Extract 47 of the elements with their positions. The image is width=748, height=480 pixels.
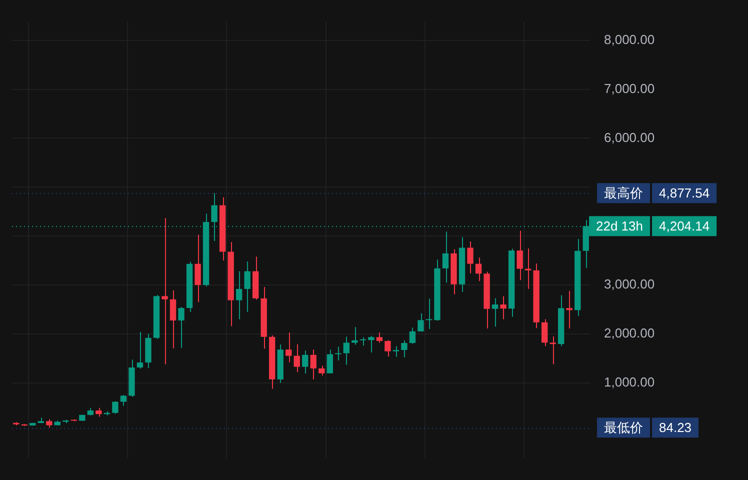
candlestick (409, 327, 416, 344)
candlestick (500, 296, 506, 320)
y-tick-label: 6,000.00 (604, 130, 655, 145)
candlestick (442, 231, 449, 284)
candlestick (418, 312, 424, 332)
text: 4,877.54 (659, 186, 710, 201)
candlestick (541, 318, 548, 347)
y-tick-label: 3,000.00 (604, 276, 655, 292)
candlestick (302, 350, 308, 374)
candlestick (112, 400, 118, 414)
candlestick (120, 394, 127, 406)
y-tick-label: 1,000.00 (604, 374, 655, 390)
candlestick (516, 230, 523, 281)
candlestick (170, 290, 176, 349)
candlestick (244, 261, 250, 312)
candlestick (401, 340, 408, 358)
candlestick (368, 335, 374, 354)
candlestick (467, 240, 474, 274)
candlestick (426, 298, 432, 330)
candlestick (178, 306, 184, 348)
candlestick (236, 270, 242, 320)
candlestick (343, 336, 350, 366)
candlestick (475, 257, 482, 282)
candlestick (524, 248, 532, 290)
candlestick (136, 331, 144, 370)
y-tick-label: 2,000.00 (604, 326, 655, 341)
candlestick (384, 340, 391, 357)
y-tick-label: 7,000.00 (604, 80, 655, 96)
candlestick (492, 298, 498, 328)
y-tick-label: 8,000.00 (604, 32, 655, 47)
candlestick (286, 332, 292, 363)
candlestick (162, 217, 168, 365)
candlestick (376, 332, 383, 344)
ref-line-label: 最低价 (604, 420, 643, 436)
candlestick (310, 349, 316, 380)
candlestick (392, 346, 400, 358)
candlestick (326, 349, 333, 374)
text: 84.23 (659, 420, 692, 436)
candlestick (550, 336, 556, 365)
candlestick (335, 346, 342, 361)
candlestick (566, 290, 572, 330)
candlestick (318, 365, 325, 376)
text: 4,204.14 (659, 218, 710, 234)
ref-line-label: 最高价 (604, 186, 643, 201)
ref-line-label: 22d 13h (596, 218, 644, 234)
candlestick (194, 234, 201, 303)
candlestick (294, 344, 300, 373)
